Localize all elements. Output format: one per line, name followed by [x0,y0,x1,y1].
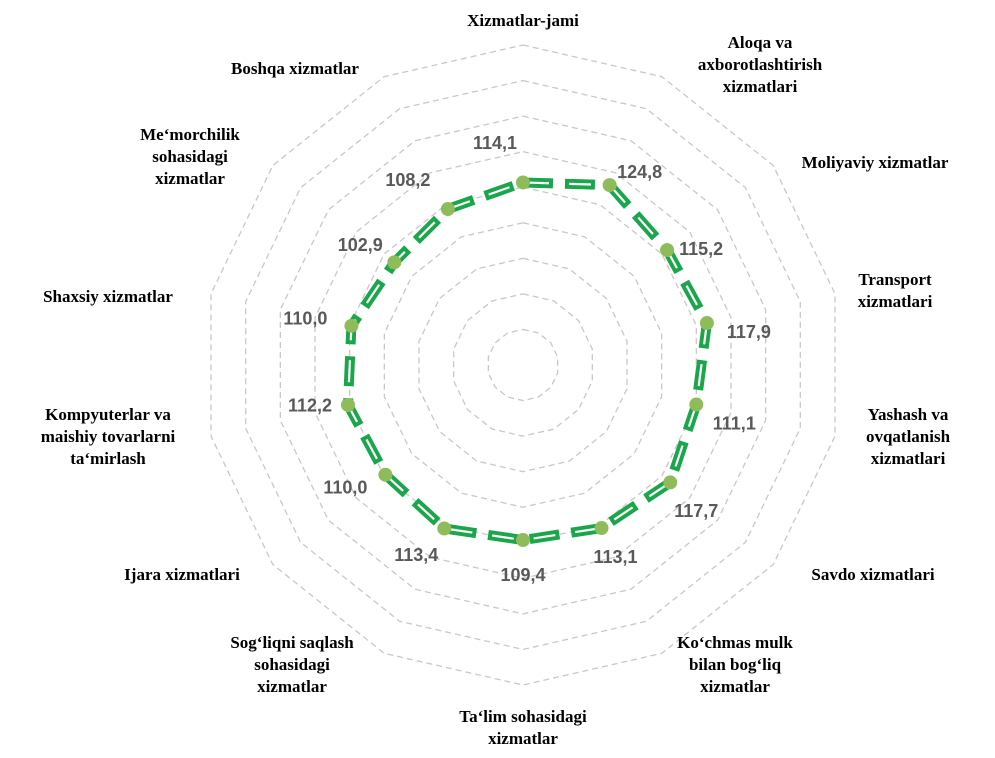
data-point [440,202,455,217]
grid-ring [418,257,628,473]
data-point [594,521,609,536]
data-point [344,318,359,333]
data-point [663,475,678,490]
data-point [437,521,452,536]
data-point [378,467,393,482]
value-label: 108,2 [385,170,430,190]
category-label: Ta‘lim sohasidagi xizmatlar [459,707,587,748]
value-label: 115,2 [679,239,723,259]
grid-ring [210,44,836,686]
grid-ring [245,79,801,651]
data-point [602,178,617,193]
value-label: 111,1 [713,413,756,433]
value-labels: 114,1 124,8 115,2 117,9 111,1 117,7 113,1 109,4… [283,133,771,585]
category-label: Sog‘liqni saqlash sohasidagi xizmatlar [230,633,354,696]
series-line [342,177,712,546]
grid-ring [314,150,732,580]
data-point [340,397,355,412]
category-label: Yashash va ovqatlanish xizmatlari [866,405,951,468]
grid-ring [279,115,767,615]
value-label: 109,4 [500,565,545,585]
value-label: 117,9 [727,322,771,342]
data-point [387,255,402,270]
value-label: 113,1 [593,547,637,567]
data-point [516,533,530,548]
value-label: 102,9 [338,235,383,255]
category-label: Transport xizmatlari [858,270,933,311]
category-labels: Xizmatlar-jami Aloqa va axborotlashtirish x… [41,11,951,748]
value-label: 112,2 [288,396,332,416]
radar-grid [210,44,836,686]
grid-ring [487,328,559,402]
category-label: Ko‘chmas mulk bilan bog‘liq xizmatlar [677,633,793,696]
value-label: 110,0 [323,477,367,497]
value-label: 114,1 [473,133,517,153]
category-label: Kompyuterlar va maishiy tovarlarni ta‘mirl… [41,405,176,468]
category-label: Savdo xizmatlari [811,565,935,584]
category-label: Shaxsiy xizmatlar [43,287,173,306]
value-label: 124,8 [617,162,662,182]
data-point [660,243,675,258]
grid-ring [453,293,593,437]
data-point [699,316,714,331]
value-label: 117,7 [674,501,718,521]
data-point [689,397,704,412]
grid-ring [383,222,663,508]
category-label: Xizmatlar-jami [467,11,579,30]
category-label: Boshqa xizmatlar [231,59,359,78]
category-label: Aloqa va axborotlashtirish xizmatlari [698,33,823,96]
category-label: Ijara xizmatlari [124,565,240,584]
category-label: Moliyaviy xizmatlar [802,153,949,172]
value-label: 110,0 [283,309,327,329]
category-label: Me‘morchilik sohasidagi xizmatlar [140,125,240,188]
value-label: 113,4 [394,545,438,565]
data-point [516,175,530,190]
radar-series [340,175,714,548]
